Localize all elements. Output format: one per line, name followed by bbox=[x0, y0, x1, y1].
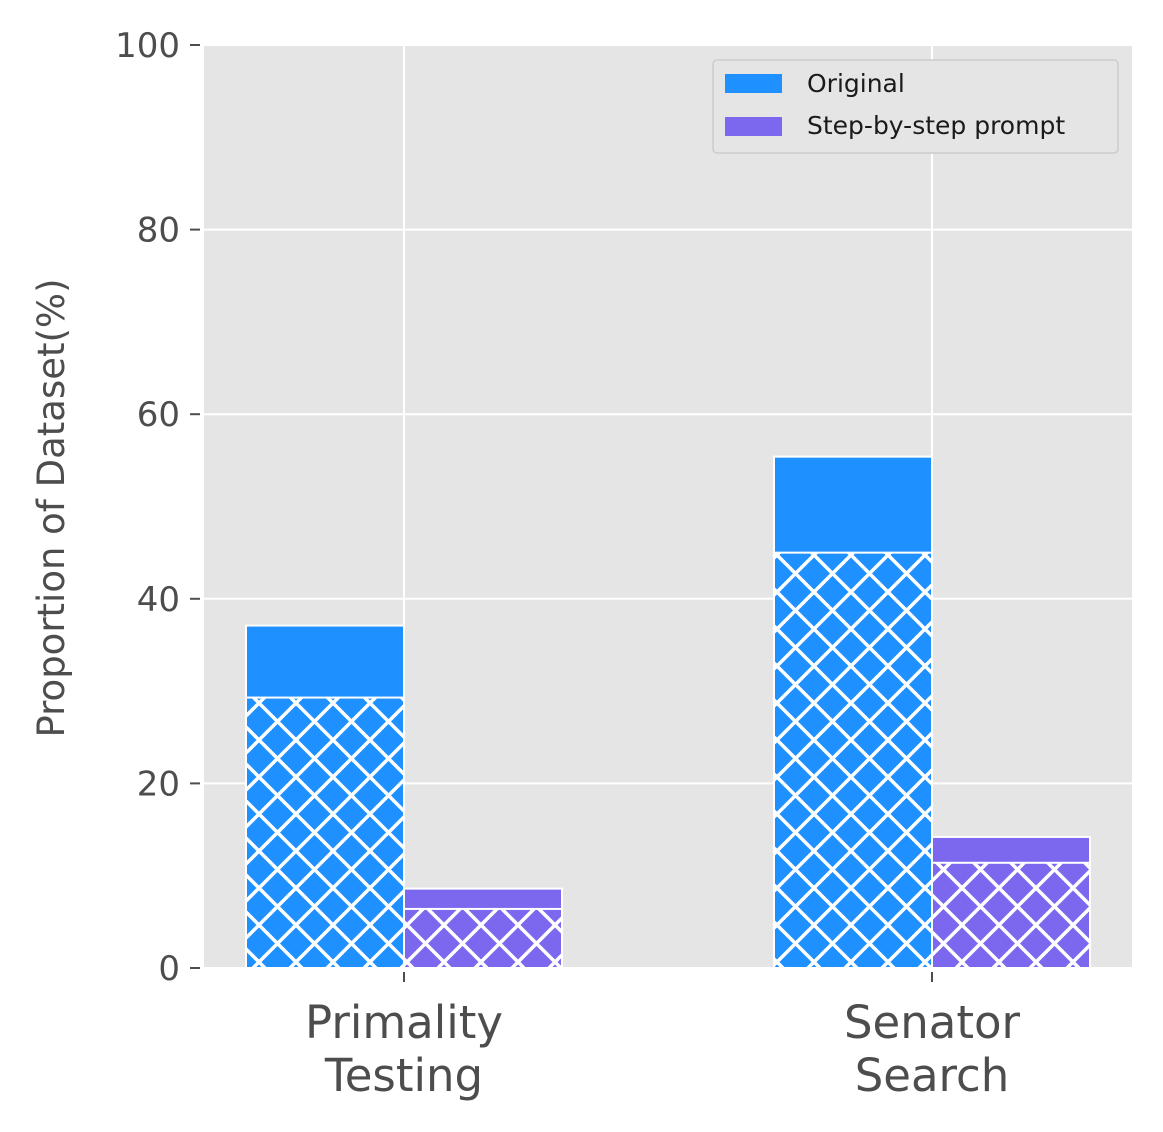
y-tick-label: 80 bbox=[137, 211, 180, 251]
legend: Original Step-by-step prompt bbox=[712, 59, 1119, 154]
x-tick-label: Primality Testing bbox=[305, 996, 503, 1102]
legend-label-step-by-step: Step-by-step prompt bbox=[807, 111, 1065, 140]
y-tick-label: 40 bbox=[137, 580, 180, 620]
legend-box bbox=[712, 59, 1119, 154]
legend-label-original: Original bbox=[807, 69, 905, 98]
legend-swatch-original bbox=[725, 74, 782, 93]
y-tick-label: 0 bbox=[158, 949, 180, 989]
bar-hatch-pattern bbox=[773, 551, 933, 970]
y-axis-title: Proportion of Dataset(%) bbox=[30, 278, 73, 737]
x-axis: Primality Testing Senator Search bbox=[305, 972, 1021, 1102]
bar-hatch-pattern bbox=[931, 861, 1091, 970]
bars bbox=[245, 455, 1091, 970]
bar-hatch-pattern bbox=[245, 696, 405, 969]
bar-hatch-pattern bbox=[403, 907, 563, 969]
y-tick-label: 60 bbox=[137, 395, 180, 435]
y-tick-label: 100 bbox=[115, 26, 180, 66]
legend-swatch-step-by-step bbox=[725, 117, 782, 136]
x-tick-label: Senator Search bbox=[844, 996, 1021, 1102]
y-tick-label: 20 bbox=[137, 764, 180, 804]
y-axis: 0 20 40 60 80 100 bbox=[115, 26, 200, 989]
